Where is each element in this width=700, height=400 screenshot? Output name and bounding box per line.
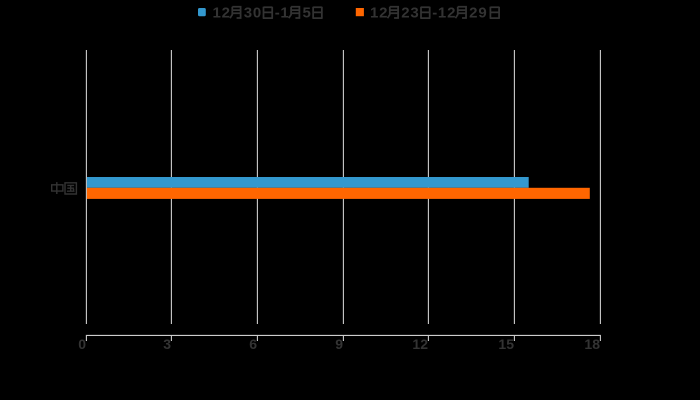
svg-text:15: 15 bbox=[498, 336, 514, 352]
svg-text:5: 5 bbox=[303, 4, 311, 21]
svg-text:6: 6 bbox=[249, 336, 257, 352]
svg-text:0: 0 bbox=[253, 4, 261, 21]
svg-text:3: 3 bbox=[163, 336, 171, 352]
svg-text:1: 1 bbox=[280, 4, 288, 21]
svg-text:3: 3 bbox=[244, 4, 252, 21]
svg-text:2: 2 bbox=[222, 4, 230, 21]
svg-text:-: - bbox=[275, 4, 280, 21]
svg-text:2: 2 bbox=[379, 4, 387, 21]
svg-text:0: 0 bbox=[78, 336, 86, 352]
svg-text:1: 1 bbox=[370, 4, 378, 21]
svg-text:1: 1 bbox=[213, 4, 221, 21]
svg-text:18: 18 bbox=[584, 336, 600, 352]
svg-text:9: 9 bbox=[478, 4, 486, 21]
svg-text:-: - bbox=[432, 4, 437, 21]
svg-text:3: 3 bbox=[410, 4, 418, 21]
svg-text:2: 2 bbox=[401, 4, 409, 21]
svg-text:9: 9 bbox=[335, 336, 343, 352]
svg-text:1: 1 bbox=[438, 4, 446, 21]
svg-text:12: 12 bbox=[412, 336, 428, 352]
svg-text:2: 2 bbox=[469, 4, 477, 21]
svg-text:2: 2 bbox=[447, 4, 455, 21]
